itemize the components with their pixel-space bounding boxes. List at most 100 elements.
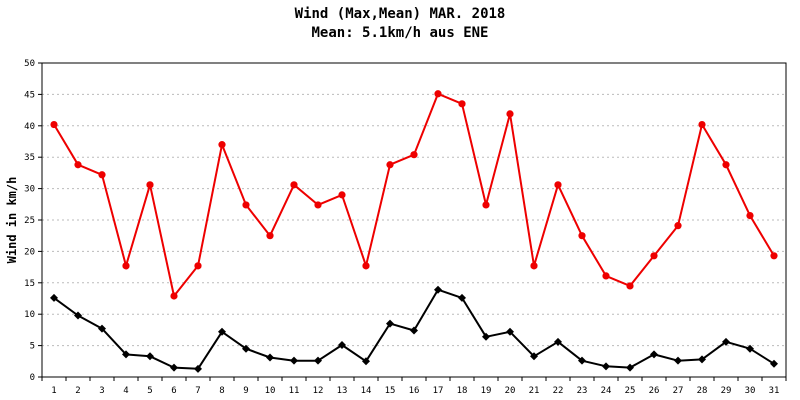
- y-tick-label: 40: [24, 122, 35, 132]
- data-point: [338, 191, 346, 199]
- data-point: [146, 352, 154, 361]
- data-point: [602, 272, 610, 280]
- x-tick-label: 22: [553, 386, 564, 396]
- data-point: [578, 356, 586, 365]
- x-tick-label: 17: [433, 386, 444, 396]
- data-point: [482, 201, 490, 209]
- x-tick-label: 3: [99, 386, 104, 396]
- data-point: [506, 110, 514, 118]
- data-point: [530, 352, 538, 361]
- y-tick-label: 5: [30, 342, 35, 352]
- data-point: [410, 151, 418, 159]
- x-tick-label: 11: [289, 386, 300, 396]
- y-tick-label: 30: [24, 185, 35, 195]
- x-tick-label: 10: [265, 386, 276, 396]
- x-tick-label: 15: [385, 386, 396, 396]
- x-tick-label: 20: [505, 386, 516, 396]
- data-point: [578, 232, 586, 240]
- data-point: [266, 353, 274, 362]
- data-point: [770, 252, 778, 260]
- x-tick-label: 16: [409, 386, 420, 396]
- data-point: [266, 232, 274, 240]
- data-point: [290, 181, 298, 189]
- x-tick-label: 19: [481, 386, 492, 396]
- y-tick-label: 50: [24, 59, 35, 69]
- data-point: [98, 171, 106, 179]
- data-point: [434, 285, 442, 294]
- data-point: [554, 181, 562, 189]
- x-tick-label: 8: [219, 386, 224, 396]
- data-point: [122, 350, 130, 359]
- data-point: [746, 344, 754, 353]
- x-tick-label: 28: [697, 386, 708, 396]
- x-tick-label: 7: [195, 386, 200, 396]
- data-point: [242, 344, 250, 353]
- data-point: [746, 212, 754, 220]
- x-tick-label: 13: [337, 386, 348, 396]
- data-point: [650, 252, 658, 260]
- data-point: [338, 340, 346, 349]
- data-point: [386, 161, 394, 169]
- data-point: [698, 355, 706, 364]
- data-point: [170, 363, 178, 372]
- series-1: [50, 285, 778, 373]
- data-point: [218, 141, 226, 149]
- data-point: [74, 161, 82, 169]
- x-tick-label: 2: [75, 386, 80, 396]
- data-point: [674, 222, 682, 230]
- data-point: [314, 201, 322, 209]
- y-tick-label: 20: [24, 247, 35, 257]
- data-point: [50, 120, 58, 129]
- data-point: [410, 326, 418, 335]
- data-point: [602, 362, 610, 371]
- data-point: [194, 262, 202, 270]
- x-tick-label: 31: [769, 386, 780, 396]
- data-point: [146, 181, 154, 189]
- data-point: [626, 282, 634, 290]
- data-point: [122, 262, 130, 270]
- series-0: [50, 90, 778, 300]
- data-point: [506, 327, 514, 336]
- data-point: [386, 319, 394, 328]
- y-tick-label: 15: [24, 279, 35, 289]
- x-tick-label: 30: [745, 386, 756, 396]
- data-point: [482, 332, 490, 341]
- data-point: [314, 356, 322, 365]
- y-tick-label: 0: [30, 373, 35, 383]
- series-line: [53, 92, 775, 297]
- data-point: [194, 364, 202, 373]
- data-point: [698, 120, 706, 129]
- data-point: [434, 90, 442, 98]
- data-point: [362, 262, 370, 270]
- plot-frame: [41, 62, 787, 378]
- x-tick-label: 6: [171, 386, 176, 396]
- data-point: [770, 359, 778, 368]
- data-point: [50, 293, 58, 302]
- x-tick-label: 21: [529, 386, 540, 396]
- data-point: [626, 363, 634, 372]
- x-tick-label: 1: [51, 386, 56, 396]
- x-tick-label: 12: [313, 386, 324, 396]
- data-point: [362, 357, 370, 366]
- x-tick-label: 9: [243, 386, 248, 396]
- chart-title: Wind (Max,Mean) MAR. 2018: [295, 6, 506, 22]
- data-point: [722, 337, 730, 346]
- chart-subtitle: Mean: 5.1km/h aus ENE: [311, 25, 488, 41]
- x-tick-label: 24: [601, 386, 612, 396]
- x-tick-label: 4: [123, 386, 128, 396]
- x-tick-label: 25: [625, 386, 636, 396]
- y-tick-label: 10: [24, 310, 35, 320]
- x-tick-label: 23: [577, 386, 588, 396]
- data-point: [674, 356, 682, 365]
- x-tick-label: 27: [673, 386, 684, 396]
- x-tick-label: 5: [147, 386, 152, 396]
- data-point: [650, 350, 658, 359]
- data-point: [98, 324, 106, 333]
- data-point: [218, 327, 226, 336]
- x-tick-label: 18: [457, 386, 468, 396]
- x-tick-label: 14: [361, 386, 372, 396]
- data-point: [554, 337, 562, 346]
- data-point: [170, 292, 178, 300]
